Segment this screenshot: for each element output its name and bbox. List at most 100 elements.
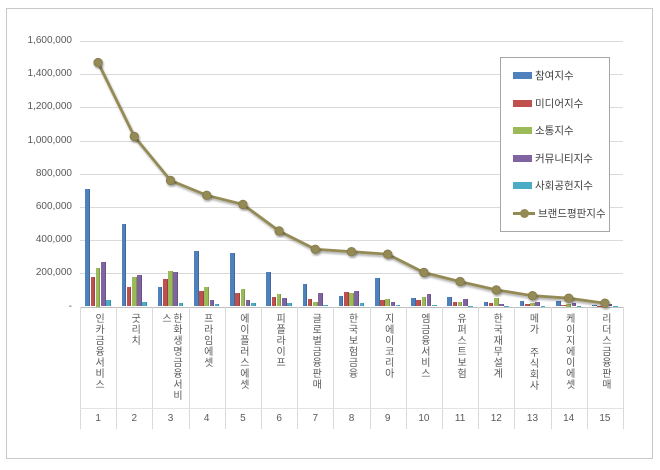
category-separator [623,306,624,429]
category-separator [369,306,371,429]
category-label-12: 한국재무설계 [478,309,514,408]
category-separator [405,306,407,429]
category-label-11: 유퍼스트보험 [442,309,478,408]
category-separator [188,306,190,429]
category-label-text: 프라임에셋 [201,312,213,368]
legend-label-media: 미디어지수 [535,97,584,110]
bar-media-3 [162,279,168,307]
y-axis-tick-label: 800,000 [35,167,72,179]
bar-media-13 [524,304,530,307]
bar-media-11 [452,302,458,307]
brand-line-marker-12 [491,285,502,295]
rank-label-5: 5 [240,412,246,424]
legend-marker-glyph [520,208,529,218]
bar-media-6 [271,296,277,307]
gridline [80,173,623,175]
bar-social-4 [214,304,220,307]
category-label-text: 피플라이프 [273,312,285,368]
brand-line-marker-13 [527,290,538,301]
legend-swatch-participation [513,72,532,80]
category-label-9: 지에이코리아 [370,309,406,408]
y-axis-tick-label: 600,000 [35,200,72,212]
category-separator [478,306,480,429]
gridline [80,41,623,42]
bar-communication-10 [421,296,427,307]
bar-community-13 [535,302,541,307]
category-label-text: 한국재무설계 [490,312,502,379]
rank-label-3: 3 [167,412,174,424]
category-label-14: 케이지에이에셋 [551,309,587,408]
bar-social-14 [576,306,582,307]
gridline [80,273,623,275]
category-label-text: 굿리치 [128,312,140,346]
category-label-text: 케이지에이에셋 [563,312,575,390]
rank-label-14: 14 [563,412,575,424]
rank-label-12: 12 [490,412,502,424]
bar-communication-14 [566,303,572,307]
y-axis-tick-label: 1,400,000 [27,68,73,80]
bar-participation-13 [519,301,525,307]
category-label-5: 에이플러스에셋 [225,309,261,408]
bar-communication-7 [312,302,318,307]
brand-line-marker-3 [165,175,176,186]
category-label-text: 유퍼스트보험 [454,312,466,379]
bar-social-3 [178,303,184,307]
legend-label-participation: 참여지수 [535,70,574,83]
bar-media-2 [126,286,132,307]
category-separator [297,306,299,429]
brand-line-marker-14 [564,293,574,303]
brand-line-marker-5 [238,199,248,210]
category-separator [116,306,118,429]
bar-participation-11 [447,297,453,307]
brand-line-marker-9 [383,249,393,259]
bar-community-10 [426,294,432,307]
category-separator [442,306,443,429]
bar-communication-5 [240,289,246,307]
y-axis-tick-label: 400,000 [35,234,72,246]
bar-social-10 [431,304,437,307]
brand-line-marker-6 [274,226,284,236]
bar-social-13 [540,305,546,307]
category-label-text: 리더스금융판매 [599,312,611,390]
category-label-text: 인카금융서비스 [92,312,104,390]
bar-community-6 [281,298,287,307]
bar-community-5 [245,299,251,307]
legend-swatch-social [513,182,532,190]
category-label-text: 메가 주식회사 [526,312,538,391]
rank-label-7: 7 [312,412,319,424]
bar-social-6 [287,303,292,307]
bar-media-9 [380,299,385,307]
bar-community-9 [390,302,396,307]
bar-communication-12 [493,298,499,307]
bar-communication-8 [349,293,354,307]
bar-community-11 [462,299,468,307]
bar-community-14 [571,303,577,307]
bar-participation-8 [338,295,344,307]
category-label-4: 프라임에셋 [189,309,225,408]
bar-social-1 [106,299,111,307]
x-axis-line [80,306,623,308]
category-label-7: 글로벌금융판매 [297,309,333,408]
legend-item-social: 사회공헌지수 [513,178,609,193]
brand-line-marker-11 [455,276,465,287]
gridline [80,240,623,242]
legend-item-communication: 소통지수 [513,123,609,138]
brand-line-marker-10 [419,267,429,278]
bar-participation-12 [483,301,489,307]
bar-participation-9 [374,278,380,307]
y-axis-tick-label: 1,000,000 [27,134,73,146]
bar-participation-2 [121,223,127,307]
category-label-1: 인카금융서비스 [80,309,116,408]
rank-label-11: 11 [454,412,466,424]
bar-social-12 [504,305,510,307]
category-label-13: 메가 주식회사 [514,309,550,408]
bar-social-9 [395,304,401,307]
bar-participation-10 [411,298,416,307]
category-label-15: 리더스금융판매 [587,309,623,408]
brand-line-marker-1 [93,57,103,68]
category-separator [152,306,154,429]
bar-media-4 [199,290,204,307]
bar-community-8 [354,290,360,307]
bar-community-4 [209,299,215,307]
